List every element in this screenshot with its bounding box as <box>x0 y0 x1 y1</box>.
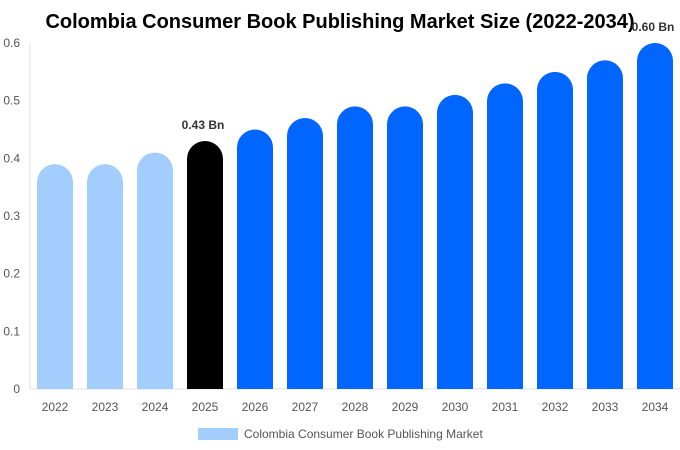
x-tick-label: 2025 <box>192 400 219 414</box>
bar-2032 <box>537 71 573 389</box>
bar-2029 <box>387 106 423 389</box>
x-tick-label: 2031 <box>492 400 519 414</box>
x-tick-label: 2024 <box>142 400 169 414</box>
x-tick-label: 2029 <box>392 400 419 414</box>
x-tick-label: 2027 <box>292 400 319 414</box>
bar-2022 <box>37 164 73 389</box>
data-label-2034: 0.60 Bn <box>632 20 675 34</box>
legend-label: Colombia Consumer Book Publishing Market <box>244 427 483 441</box>
bar-2028 <box>337 106 373 389</box>
y-tick-label: 0.5 <box>3 94 20 108</box>
bar-2024 <box>137 152 173 389</box>
x-tick-label: 2034 <box>642 400 669 414</box>
y-tick-label: 0.4 <box>3 151 20 165</box>
y-tick-label: 0.6 <box>3 36 20 50</box>
x-tick-label: 2023 <box>92 400 119 414</box>
x-tick-label: 2028 <box>342 400 369 414</box>
bar-2031 <box>487 83 523 389</box>
x-tick-label: 2032 <box>542 400 569 414</box>
data-label-2025: 0.43 Bn <box>182 118 225 132</box>
bar-2026 <box>237 129 273 389</box>
y-tick-label: 0.3 <box>3 209 20 223</box>
chart-title: Colombia Consumer Book Publishing Market… <box>45 11 634 33</box>
y-tick-label: 0.2 <box>3 267 20 281</box>
y-tick-label: 0 <box>13 382 20 396</box>
y-tick-label: 0.1 <box>3 324 20 338</box>
x-tick-label: 2022 <box>42 400 69 414</box>
x-tick-label: 2026 <box>242 400 269 414</box>
bar-2027 <box>287 117 323 389</box>
bar-2030 <box>437 94 473 389</box>
bar-2033 <box>587 60 623 389</box>
x-tick-label: 2033 <box>592 400 619 414</box>
x-tick-label: 2030 <box>442 400 469 414</box>
bar-2025 <box>187 141 223 389</box>
bar-2034 <box>637 43 673 389</box>
legend-swatch <box>198 428 238 440</box>
bar-2023 <box>87 164 123 389</box>
